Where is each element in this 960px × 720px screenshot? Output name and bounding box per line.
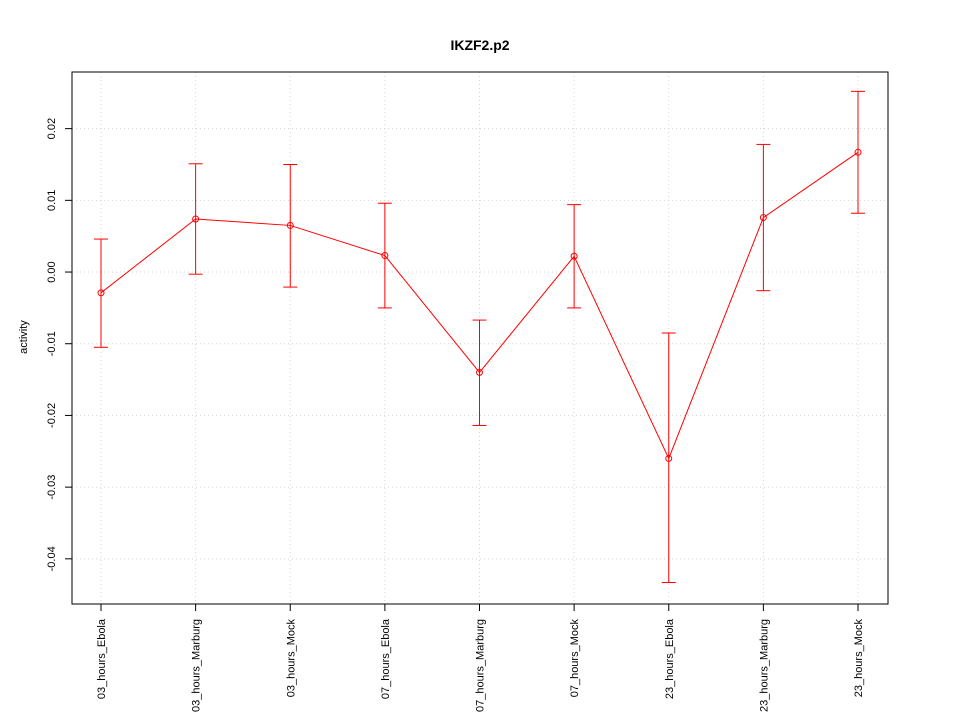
x-tick-label: 07_hours_Ebola — [380, 618, 392, 699]
data-point — [854, 148, 862, 156]
y-tick-label: -0.04 — [46, 546, 58, 571]
y-tick-label: -0.02 — [46, 403, 58, 428]
x-tick-label: 23_hours_Marburg — [758, 619, 770, 712]
data-point — [192, 215, 200, 223]
y-tick-label: -0.01 — [46, 331, 58, 356]
y-tick-label: 0.02 — [46, 118, 58, 139]
axes: 03_hours_Ebola 03_hours_Marburg 03_hours_M… — [46, 118, 865, 712]
data-point — [97, 289, 105, 297]
x-tick-label: 07_hours_Mock — [569, 619, 581, 698]
x-tick-label: 23_hours_Ebola — [664, 618, 676, 699]
data-point — [759, 214, 767, 222]
y-tick-label: 0.00 — [46, 261, 58, 282]
x-tick-label: 23_hours_Mock — [853, 619, 865, 698]
data-point — [381, 252, 389, 260]
x-tick-label: 03_hours_Mock — [285, 619, 297, 698]
data-point — [476, 368, 483, 376]
x-tick-label: 07_hours_Marburg — [475, 619, 487, 712]
x-tick-label: 03_hours_Marburg — [191, 619, 203, 712]
data-point — [665, 454, 673, 462]
data-point — [286, 221, 294, 229]
series — [94, 90, 865, 583]
x-tick-label: 03_hours_Ebola — [96, 618, 108, 699]
chart-title: IKZF2.p2 — [450, 37, 509, 53]
y-axis-label: activity — [18, 320, 30, 354]
y-tick-label: 0.01 — [46, 190, 58, 211]
y-tick-label: -0.03 — [46, 475, 58, 500]
data-point — [570, 252, 578, 260]
